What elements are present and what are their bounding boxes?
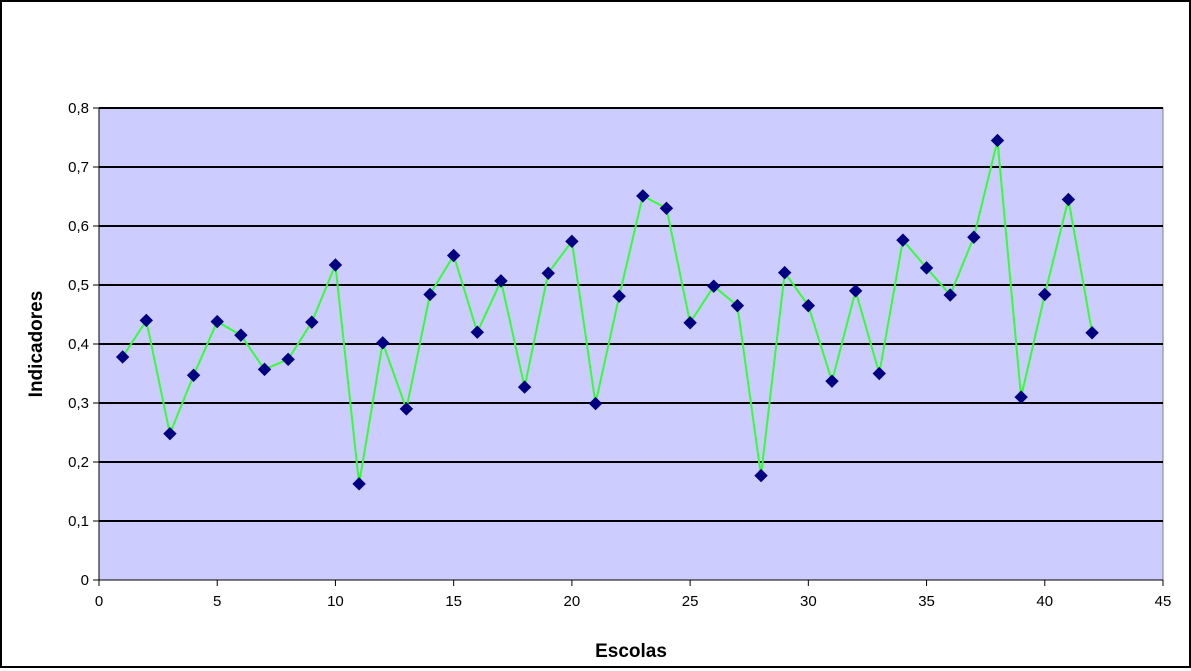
data-point-marker: [328, 258, 343, 272]
data-point-marker: [234, 328, 248, 342]
x-tick-label: 10: [327, 593, 344, 610]
data-point-marker: [399, 402, 414, 416]
data-point-marker: [163, 426, 177, 441]
y-tick-label: 0,5: [68, 277, 89, 294]
data-point-marker: [1038, 287, 1052, 302]
data-point-marker: [943, 288, 957, 302]
x-axis-title: Escolas: [595, 641, 667, 662]
y-tick-label: 0,6: [68, 218, 89, 235]
data-point-marker: [1014, 390, 1028, 404]
y-tick-label: 0: [81, 572, 89, 589]
data-point-marker: [352, 477, 366, 491]
y-tick-label: 0,1: [68, 513, 89, 530]
data-point-marker: [990, 133, 1005, 148]
data-point-marker: [825, 374, 839, 388]
data-point-marker: [281, 352, 295, 367]
x-tick-label: 30: [800, 593, 817, 610]
data-point-marker: [872, 366, 886, 381]
data-point-marker: [1085, 326, 1099, 340]
data-point-marker: [376, 336, 390, 350]
data-point-marker: [612, 289, 626, 303]
data-point-marker: [588, 396, 603, 411]
data-point-marker: [517, 380, 532, 394]
data-point-marker: [659, 201, 674, 216]
y-tick-label: 0,4: [68, 336, 89, 353]
y-tick-label: 0,8: [68, 100, 89, 117]
data-point-marker: [896, 233, 910, 247]
data-point-marker: [919, 261, 934, 275]
data-point-marker: [423, 287, 437, 302]
data-point-marker: [801, 298, 816, 313]
y-tick-label: 0,3: [68, 395, 89, 412]
axes: 0 0,1 0,2 0,3 0,4 0,5 0,6 0,7 0,8 0 5 10 15 20 25 30 35 4…: [68, 100, 1171, 610]
data-point-marker: [754, 468, 768, 483]
x-tick-label: 25: [682, 593, 699, 610]
x-tick-label: 40: [1036, 593, 1053, 610]
data-point-marker: [707, 279, 721, 293]
data-point-marker: [446, 248, 461, 263]
data-point-marker: [967, 230, 981, 244]
y-axis-title: Indicadores: [26, 291, 47, 398]
data-point-marker: [683, 316, 697, 330]
data-point-marker: [305, 315, 319, 329]
data-point-marker: [565, 234, 579, 249]
x-tick-label: 0: [95, 593, 103, 610]
data-point-marker: [210, 314, 224, 329]
x-tick-label: 20: [564, 593, 581, 610]
data-point-marker: [1061, 192, 1076, 207]
data-point-marker: [636, 189, 650, 203]
x-tick-label: 45: [1155, 593, 1172, 610]
data-point-marker: [139, 313, 153, 328]
data-point-marker: [257, 362, 272, 377]
x-tick-label: 15: [445, 593, 462, 610]
data-point-marker: [541, 266, 555, 280]
data-point-marker: [848, 284, 863, 298]
data-point-marker: [186, 368, 201, 382]
data-point-marker: [730, 298, 745, 313]
x-tick-label: 5: [213, 593, 221, 610]
x-tick-label: 35: [918, 593, 935, 610]
data-point-marker: [470, 325, 485, 339]
data-point-marker: [115, 350, 130, 364]
markers: [115, 133, 1099, 491]
y-tick-label: 0,2: [68, 454, 89, 471]
data-point-marker: [494, 274, 508, 288]
gridlines: [99, 107, 1163, 522]
y-tick-label: 0,7: [68, 159, 89, 176]
data-point-marker: [777, 265, 792, 280]
